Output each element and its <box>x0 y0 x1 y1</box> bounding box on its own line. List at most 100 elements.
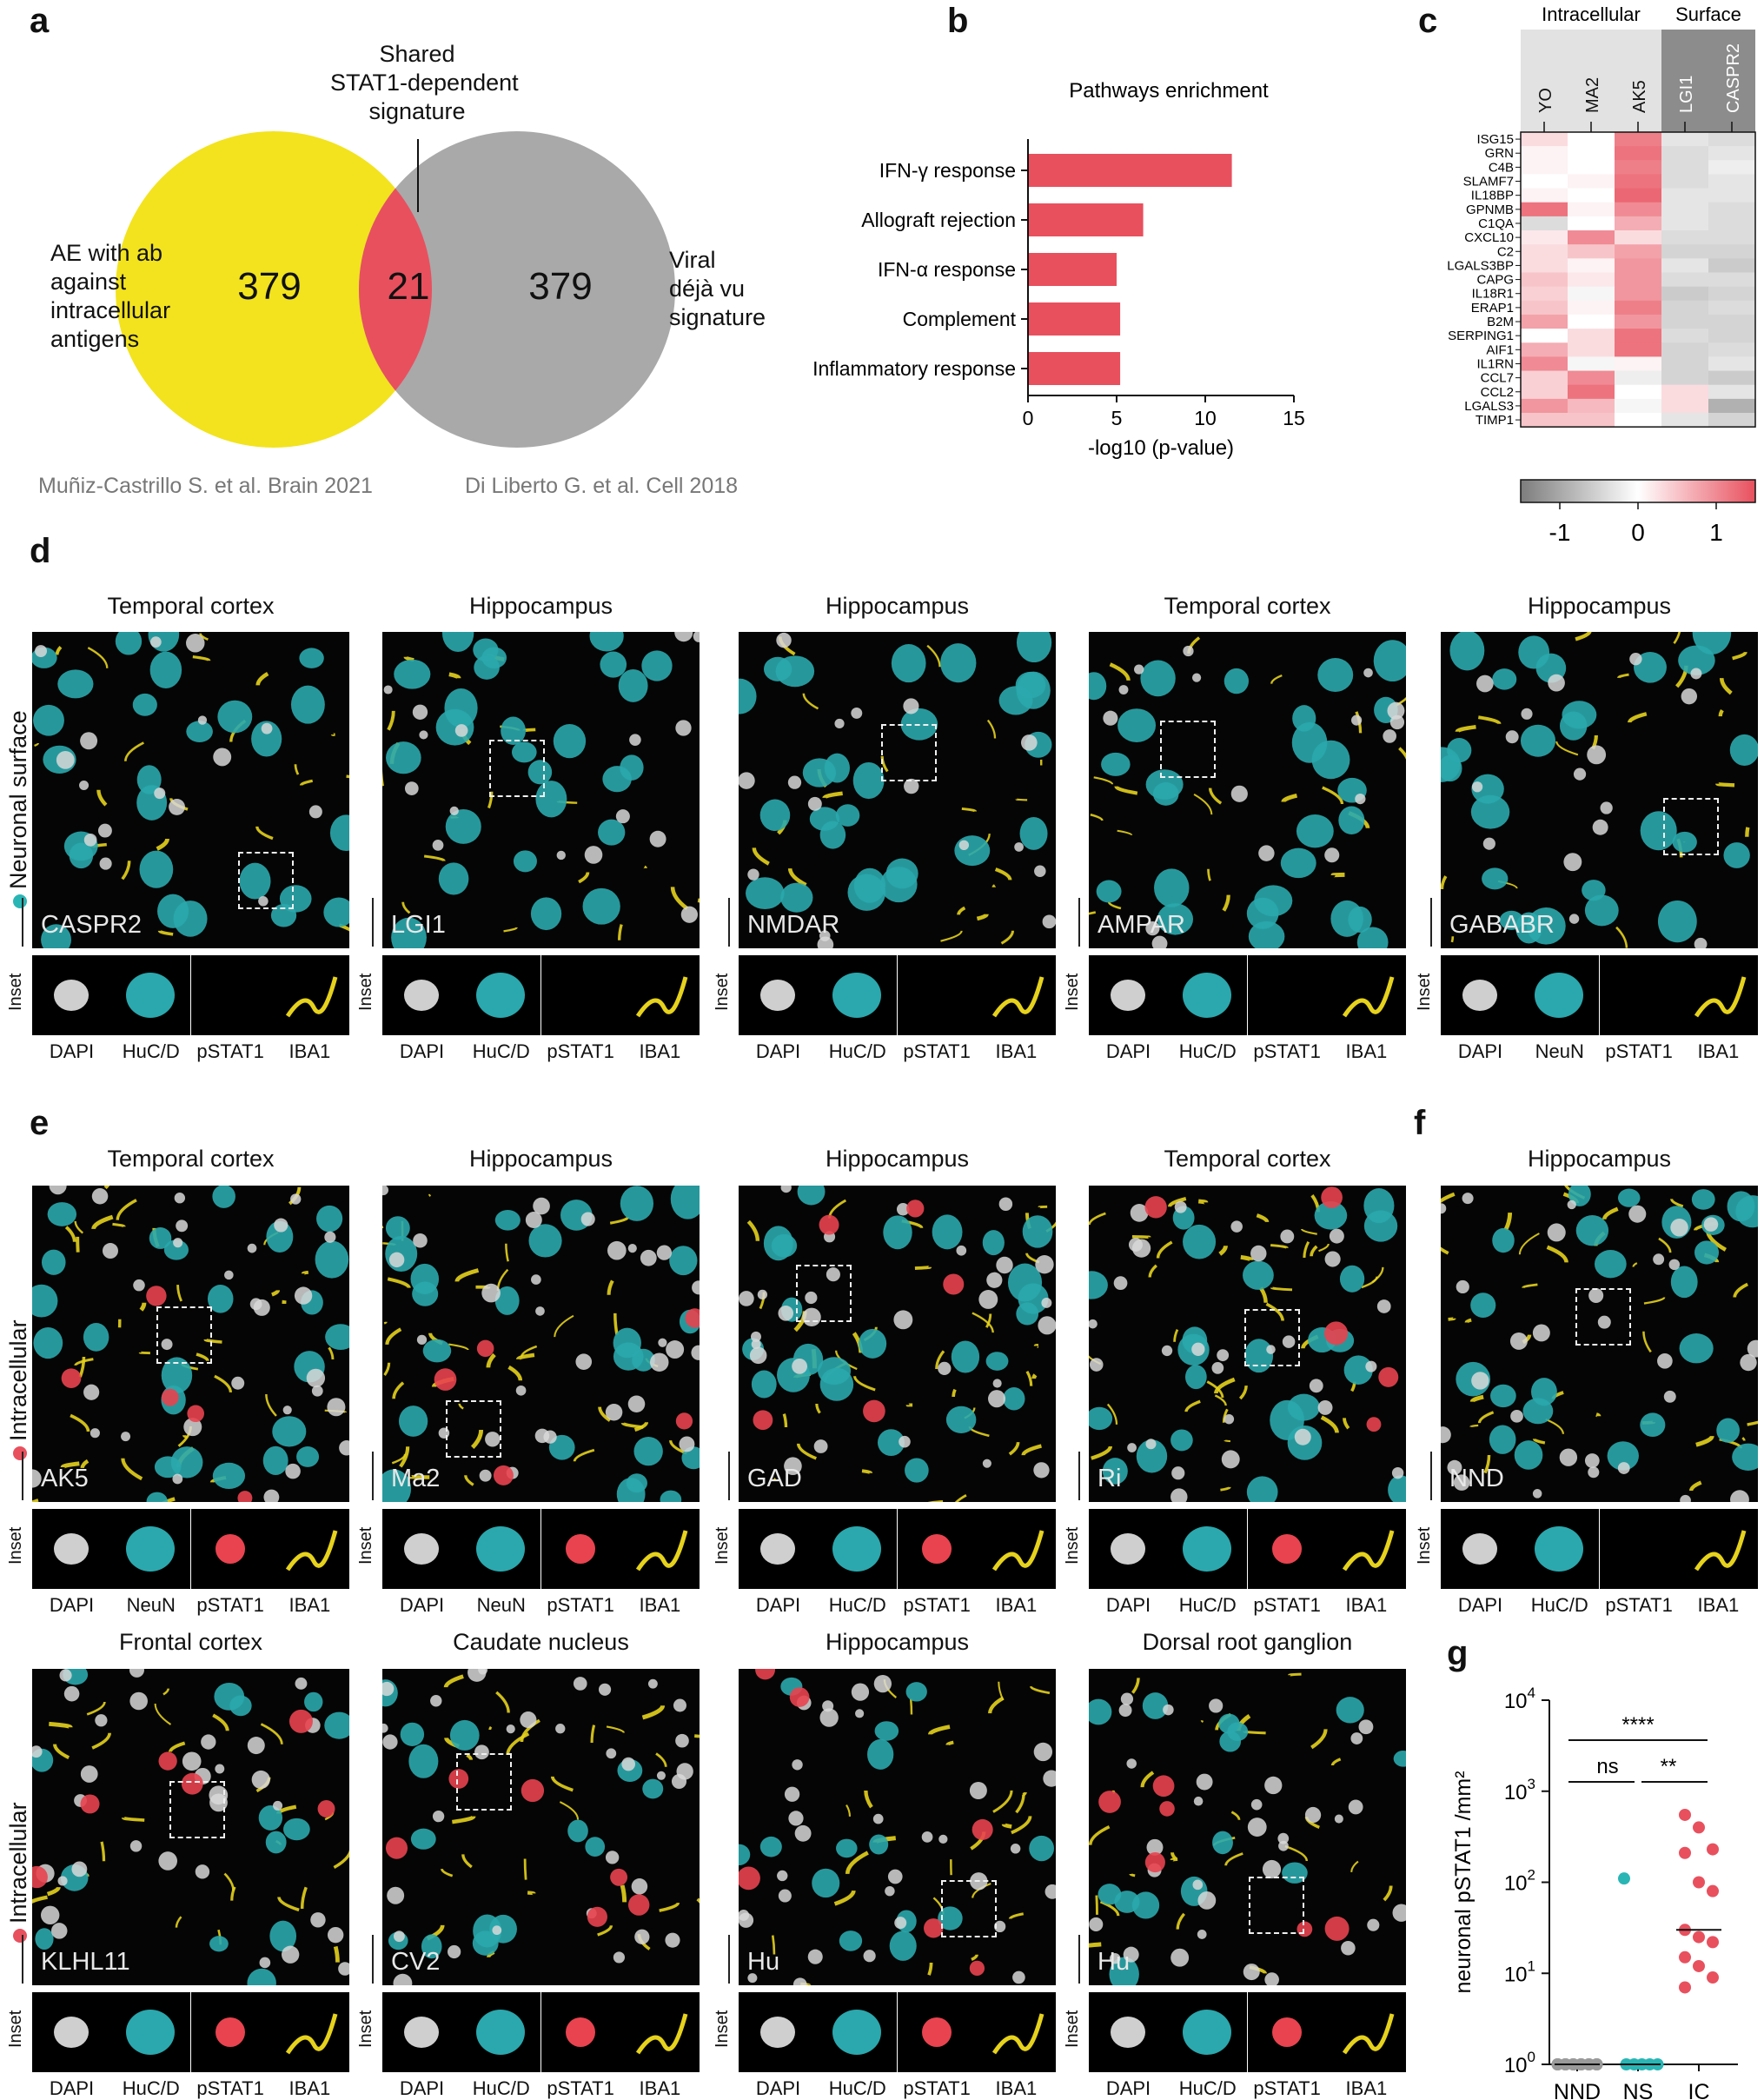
microglia-process <box>1629 714 1647 722</box>
microglia-process <box>32 1500 38 1502</box>
inset-image-dapi <box>1441 955 1520 1035</box>
heatmap-row-label: ERAP1 <box>1471 301 1514 316</box>
microglia-process <box>1240 1386 1246 1399</box>
nucleus-dapi <box>1441 1203 1446 1213</box>
heatmap-cell <box>1521 399 1568 414</box>
inset-channel-label: HuC/D <box>818 1594 897 1617</box>
neuron-cell <box>1374 640 1406 681</box>
microglia-process <box>610 1217 627 1223</box>
nucleus-dapi <box>1280 1230 1294 1244</box>
nucleus-dapi <box>526 1212 542 1228</box>
pstat1-positive-nucleus <box>1321 1186 1343 1208</box>
microglia-process <box>1548 1247 1567 1263</box>
bar-2 <box>1028 253 1117 286</box>
inset-image-iba1 <box>270 1992 349 2072</box>
bar-xtick-label: 5 <box>1111 407 1123 429</box>
data-point-ic <box>1679 1809 1691 1821</box>
inset-row-label: Inset <box>1415 974 1435 1011</box>
microglia-process <box>123 1459 142 1479</box>
nucleus-dapi <box>1471 1372 1489 1389</box>
neuron-cell <box>940 643 976 682</box>
microglia-process <box>457 1270 479 1281</box>
nucleus-dapi <box>814 1439 828 1453</box>
microglia-process <box>442 1869 453 1876</box>
iba1-signal <box>994 2014 1042 2053</box>
microglia-process <box>1220 1487 1230 1490</box>
inset-image-dapi <box>382 1992 461 2072</box>
inset-row-label: Inset <box>6 2010 26 2048</box>
micro-image: GAD <box>739 1186 1056 1502</box>
inset-pstat1 <box>1248 1992 1327 2072</box>
inset-hucd <box>818 1509 897 1589</box>
scatter-category-label: NS <box>1623 2080 1654 2099</box>
nucleus-dapi <box>674 632 693 641</box>
heatmap-cell <box>1521 132 1568 147</box>
microglia-process <box>382 1226 383 1238</box>
inset-channel-label: HuC/D <box>1520 1594 1599 1617</box>
inset-channel-label: pSTAT1 <box>898 1040 977 1063</box>
microglia-process <box>490 1727 491 1730</box>
pstat1-positive-nucleus <box>289 1710 313 1733</box>
dapi-nucleus <box>404 980 439 1011</box>
microglia-process <box>1535 1439 1545 1443</box>
microglia-process <box>140 1352 150 1353</box>
microglia-process <box>170 1743 185 1751</box>
microglia-process <box>1172 1852 1176 1858</box>
microglia-process <box>160 931 174 934</box>
inset-row-label: Inset <box>1415 1527 1435 1565</box>
microglia-process <box>446 1677 463 1688</box>
inset-pstat1 <box>191 1992 270 2072</box>
nucleus-dapi <box>150 636 162 648</box>
neuron-cell <box>859 1329 886 1359</box>
venn-left-line-1: AE with ab <box>50 239 170 268</box>
nucleus-dapi <box>35 645 47 657</box>
scatter-y-axis-label: neuronal pSTAT1 /mm² <box>1451 1771 1476 1993</box>
inset-channel-label: pSTAT1 <box>898 2077 977 2100</box>
inset-image-iba1 <box>620 1509 700 1589</box>
heatmap-row-label: IL1RN <box>1476 356 1514 371</box>
heatmap-cell <box>1568 146 1615 161</box>
venn-left-reference: Muñiz-Castrillo S. et al. Brain 2021 <box>38 474 373 499</box>
micro-image: LGI1 <box>382 632 700 948</box>
inset-pstat1 <box>898 1992 977 2072</box>
microglia-process <box>98 790 105 805</box>
nucleus-dapi <box>133 1279 145 1292</box>
nucleus-dapi <box>531 1274 541 1285</box>
microglia-process <box>1224 1440 1230 1441</box>
nucleus-dapi <box>1548 1223 1566 1241</box>
microglia-process <box>76 1221 83 1233</box>
neuron-cell <box>514 850 537 872</box>
panel-label-b: b <box>947 2 968 41</box>
inset-image-dapi <box>1089 1992 1168 2072</box>
heatmap-cell <box>1521 160 1568 175</box>
nucleus-dapi <box>1367 1919 1379 1931</box>
inset-image-iba1 <box>977 1992 1056 2072</box>
venn-left-label: AE with ab against intracellular antigen… <box>50 239 170 354</box>
heatmap-cell <box>1615 258 1662 273</box>
venn-shared-line-1: Shared <box>330 40 504 69</box>
microglia-process <box>87 1702 104 1714</box>
heatmap-cell <box>1521 273 1568 288</box>
inset-iba1 <box>620 955 700 1035</box>
nucleus-dapi <box>851 708 862 719</box>
microglia-process <box>825 794 843 798</box>
inset-image-neun <box>111 1509 190 1589</box>
nucleus-dapi <box>56 751 75 769</box>
heatmap-cell <box>1521 315 1568 329</box>
microglia-process <box>1261 1288 1266 1303</box>
iba1-signal <box>638 2014 686 2053</box>
heatmap-row-label: C1QA <box>1478 216 1514 231</box>
nucleus-dapi <box>903 698 918 714</box>
scatter-ytick-label: 104 <box>1504 1685 1535 1713</box>
nucleus-dapi <box>581 1213 595 1226</box>
pstat1-positive-nucleus <box>237 1491 252 1502</box>
nucleus-dapi <box>996 1257 1012 1273</box>
heatmap-cell <box>1568 342 1615 357</box>
nucleus-dapi <box>1601 801 1613 814</box>
microglia-process <box>553 1777 574 1791</box>
microglia-process <box>295 764 298 774</box>
neuron-cell <box>1154 868 1189 907</box>
nucleus-dapi <box>1588 1466 1599 1478</box>
neuron-cell <box>446 809 481 844</box>
